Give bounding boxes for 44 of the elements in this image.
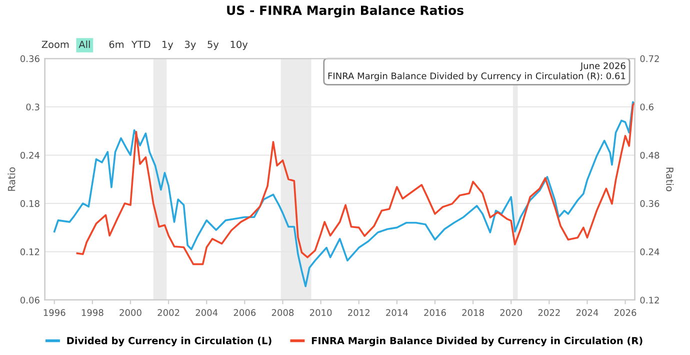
text: Zoom <box>42 40 69 48</box>
y-tick-label: 0.3 <box>26 104 40 110</box>
y2-axis-title: Ratio <box>666 168 674 192</box>
y2-tick-label: 0.6 <box>640 104 654 110</box>
legend-label: FINRA Margin Balance Divided by Currency in Circulation (R) <box>312 336 642 346</box>
x-tick-label: 2010 <box>310 309 332 316</box>
y-axis-title: Ratio <box>8 167 16 191</box>
x-tick-label: 1996 <box>44 309 66 316</box>
chart-title: US - FINRA Margin Balance Ratios <box>227 5 464 18</box>
x-tick-label: 2008 <box>272 309 294 316</box>
y2-tick-label: 0.24 <box>640 248 660 256</box>
x-tick-label: 2024 <box>576 309 598 316</box>
text: YTD <box>131 40 150 48</box>
x-tick-label: 2020 <box>500 309 522 316</box>
x-tick-label: 2000 <box>120 309 142 316</box>
text: 3y <box>184 40 196 50</box>
y-tick-label: 0.12 <box>20 248 40 256</box>
x-tick-label: 2004 <box>196 309 218 316</box>
x-tick-label: 2012 <box>348 309 370 316</box>
y-tick-label: 0.06 <box>20 296 40 304</box>
x-tick-label: 2014 <box>386 309 408 316</box>
y2-tick-label: 0.36 <box>640 200 660 207</box>
y-tick-label: 0.24 <box>20 152 40 159</box>
annotation: June 2026 FINRA Margin Balance Divided by Currency in Circulation (R): 0.61 <box>328 62 626 82</box>
text: 6m <box>109 40 124 48</box>
text: 10y <box>230 40 248 50</box>
text: All <box>78 40 90 48</box>
y2-tick-label: 0.48 <box>640 152 660 159</box>
y-tick-label: 0.36 <box>20 55 40 62</box>
y2-tick-label: 0.72 <box>640 55 659 62</box>
x-tick-label: 2016 <box>424 309 446 316</box>
x-tick-label: 2002 <box>158 309 180 316</box>
text: 5y <box>208 40 219 50</box>
x-tick-label: 2026 <box>614 309 636 316</box>
x-tick-label: 2018 <box>462 309 484 316</box>
line-series <box>53 101 635 288</box>
x-tick-label: 2022 <box>538 309 560 316</box>
line-series <box>76 102 635 266</box>
legend-label: Divided by Currency in Circulation (L) <box>67 336 272 346</box>
y2-tick-label: 0.12 <box>640 296 659 304</box>
x-tick-label: 2006 <box>234 309 256 316</box>
x-tick-label: 1998 <box>82 309 104 316</box>
y-tick-label: 0.18 <box>20 200 40 207</box>
text: 1y <box>162 40 174 50</box>
